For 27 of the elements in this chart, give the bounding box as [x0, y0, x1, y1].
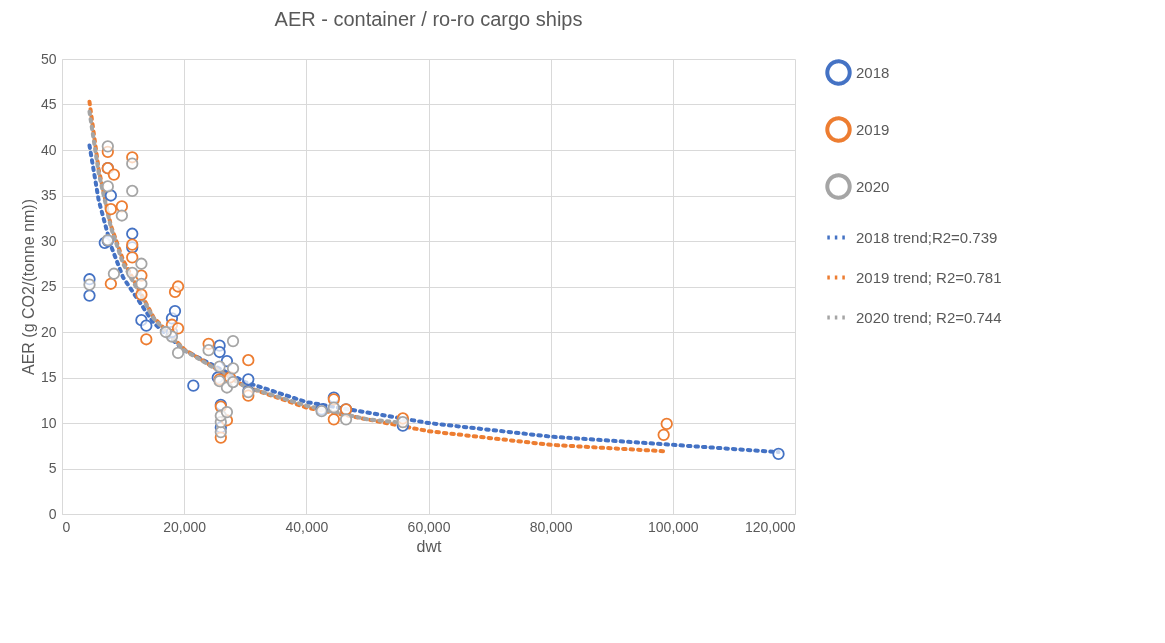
x-tick-label: 0 [62, 518, 71, 535]
legend-label: 2018 [856, 63, 890, 81]
x-tick-label: 100,000 [648, 518, 699, 535]
x-tick-label: 60,000 [407, 518, 451, 535]
y-axis-title: AER (g CO2/(tonne nm)) [19, 198, 37, 376]
y-tick-label: 30 [40, 232, 57, 249]
legend-label: 2018 trend;R2=0.739 [856, 228, 998, 246]
y-tick-label: 25 [40, 278, 57, 294]
x-tick-label: 120,000 [744, 518, 796, 535]
y-tick-label: 20 [40, 323, 57, 340]
legend-label: 2020 trend; R2=0.744 [856, 308, 1002, 326]
y-tick-label: 10 [40, 414, 57, 431]
y-tick-label: 45 [40, 96, 57, 112]
y-tick-label: 40 [40, 141, 57, 158]
x-tick-label: 80,000 [529, 518, 573, 535]
y-tick-label: 50 [40, 50, 57, 67]
y-tick-label: 35 [40, 187, 57, 203]
legend-label: 2019 [856, 120, 890, 138]
x-tick-label: 20,000 [163, 518, 207, 535]
legend-label: 2020 [856, 177, 890, 195]
chart-title: AER - container / ro-ro cargo ships [274, 8, 583, 30]
y-tick-label: 15 [40, 369, 57, 385]
y-tick-label: 5 [48, 460, 57, 476]
x-tick-label: 40,000 [285, 518, 329, 535]
legend-label: 2019 trend; R2=0.781 [856, 268, 1002, 286]
x-axis-title: dwt [416, 537, 442, 555]
y-tick-label: 0 [48, 505, 57, 522]
